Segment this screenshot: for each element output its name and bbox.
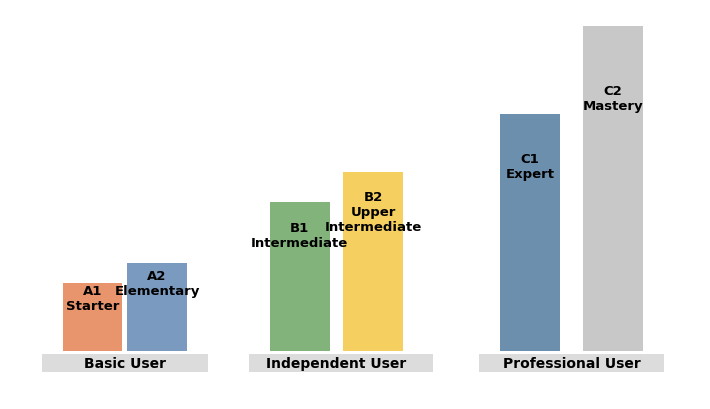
Text: B1
Intermediate: B1 Intermediate: [251, 222, 349, 249]
Text: C2
Mastery: C2 Mastery: [583, 85, 643, 112]
FancyBboxPatch shape: [583, 27, 643, 351]
Text: Professional User: Professional User: [503, 356, 640, 370]
Text: A2
Elementary: A2 Elementary: [114, 269, 200, 297]
FancyBboxPatch shape: [62, 283, 122, 351]
FancyBboxPatch shape: [127, 264, 187, 351]
FancyBboxPatch shape: [500, 115, 560, 351]
FancyBboxPatch shape: [270, 203, 329, 351]
FancyBboxPatch shape: [344, 172, 403, 351]
FancyBboxPatch shape: [479, 354, 664, 373]
Text: A1
Starter: A1 Starter: [66, 284, 119, 312]
FancyBboxPatch shape: [42, 354, 207, 373]
Text: C1
Expert: C1 Expert: [506, 153, 555, 181]
Text: Independent User: Independent User: [266, 356, 407, 370]
FancyBboxPatch shape: [249, 354, 433, 373]
Text: B2
Upper
Intermediate: B2 Upper Intermediate: [324, 190, 422, 233]
Text: Basic User: Basic User: [84, 356, 165, 370]
